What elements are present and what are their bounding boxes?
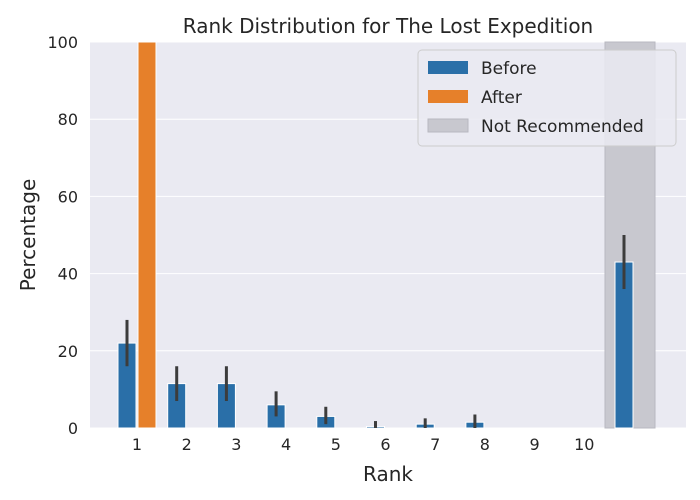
- x-tick-label: 6: [380, 435, 390, 454]
- legend-swatch-before: [428, 61, 468, 74]
- x-axis-label: Rank: [363, 462, 413, 486]
- y-tick-label: 80: [58, 110, 78, 129]
- legend-label-after: After: [481, 88, 522, 108]
- x-tick-label: 10: [574, 435, 594, 454]
- y-tick-label: 0: [68, 419, 78, 438]
- legend-box: [417, 49, 677, 147]
- x-tick-label: 2: [182, 435, 192, 454]
- legend: Before After Not Recommended: [417, 49, 677, 147]
- grid-lines: [90, 41, 686, 429]
- legend-label-not-recommended: Not Recommended: [481, 117, 644, 137]
- legend-swatch-not-recommended: [427, 118, 469, 133]
- error-bars: [125, 235, 626, 428]
- bar-after: [137, 41, 157, 429]
- x-tick-labels: 1 2 3 4 5 6 7 8 9 10: [132, 435, 595, 454]
- x-tick-label: 5: [331, 435, 341, 454]
- y-tick-label: 20: [58, 342, 78, 361]
- chart-title: Rank Distribution for The Lost Expeditio…: [183, 14, 593, 38]
- x-tick-label: 7: [430, 435, 440, 454]
- y-tick-labels: 0 20 40 60 80 100: [47, 33, 78, 438]
- x-tick-label: 3: [231, 435, 241, 454]
- x-tick-label: 1: [132, 435, 142, 454]
- legend-swatch-after: [428, 90, 468, 103]
- y-tick-label: 60: [58, 187, 78, 206]
- y-axis-label: Percentage: [16, 179, 40, 292]
- x-tick-label: 9: [530, 435, 540, 454]
- y-tick-label: 100: [47, 33, 78, 52]
- y-tick-label: 40: [58, 265, 78, 284]
- x-tick-label: 4: [281, 435, 291, 454]
- x-tick-label: 8: [480, 435, 490, 454]
- legend-label-before: Before: [481, 59, 537, 79]
